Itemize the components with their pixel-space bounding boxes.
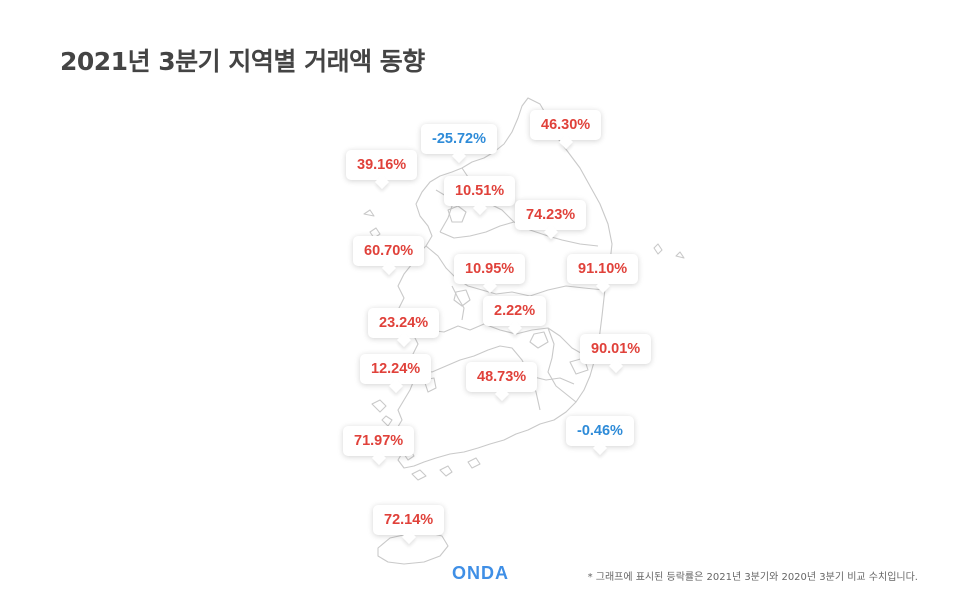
city-seoul [447,205,467,223]
region-rate-callout: 74.23% [515,200,587,230]
island [363,209,375,217]
region-rate-callout: 39.16% [346,150,418,180]
region-rate-value: 46.30% [541,117,591,133]
region-rate-callout: -0.46% [566,416,634,446]
region-rate-value: 10.95% [465,261,515,277]
province-border [425,245,605,297]
region-rate-value: -0.46% [577,423,623,439]
page-title: 2021년 3분기 지역별 거래액 동향 [60,47,425,76]
region-rate-value: 72.14% [384,512,434,528]
city-daejeon [453,289,471,307]
region-rate-value: 74.23% [526,207,576,223]
province-border [411,323,599,357]
region-rate-value: 2.22% [494,303,536,319]
region-rate-callout: -25.72% [421,124,498,154]
region-rate-value: 23.24% [379,315,429,331]
province-border [547,327,577,403]
island [467,457,481,469]
region-rate-callout: 48.73% [466,362,538,392]
province-border [435,189,453,233]
region-rate-callout: 23.24% [368,308,440,338]
region-rate-value: 60.70% [364,243,414,259]
island [439,465,453,477]
region-rate-value: 12.24% [371,361,421,377]
province-border [529,375,575,385]
island [371,399,387,413]
region-rate-callout: 91.10% [567,254,639,284]
region-rate-callout: 71.97% [343,426,415,456]
region-rate-value: 90.01% [591,341,641,357]
island [411,469,427,481]
region-rate-callout: 10.51% [444,176,516,206]
region-rate-callout: 60.70% [353,236,425,266]
footnote: * 그래프에 표시된 등락률은 2021년 3분기와 2020년 3분기 비교 … [587,572,918,583]
onda-logo: ONDA [452,563,509,583]
region-rate-callout: 10.95% [454,254,526,284]
region-rate-callout: 90.01% [580,334,652,364]
region-rate-value: 71.97% [354,433,404,449]
region-rate-value: 91.10% [578,261,628,277]
island [675,251,685,259]
region-rate-callout: 46.30% [530,110,602,140]
province-border [451,285,465,321]
region-rate-callout: 12.24% [360,354,432,384]
region-rate-value: 48.73% [477,369,527,385]
region-rate-value: -25.72% [432,131,487,147]
region-rate-value: 39.16% [357,157,407,173]
island [381,415,393,427]
region-rate-callout: 2.22% [483,296,547,326]
region-rate-value: 10.51% [455,183,505,199]
region-rate-callout: 72.14% [373,505,445,535]
city-daegu [529,331,549,349]
island [653,243,663,255]
